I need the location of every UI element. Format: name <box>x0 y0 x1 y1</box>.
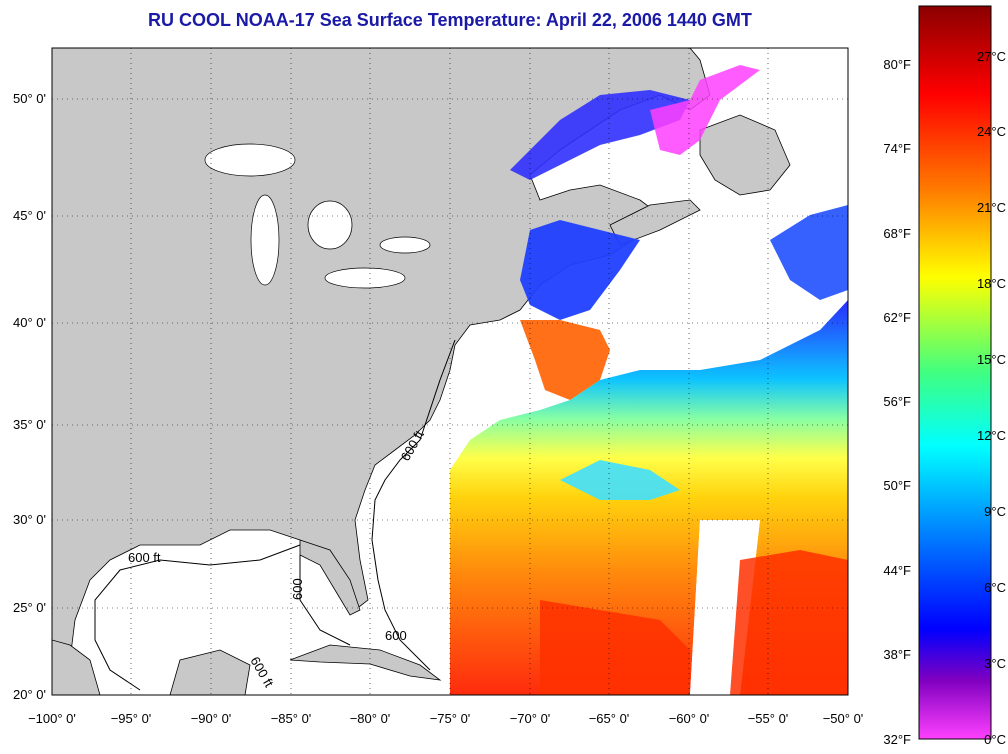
lake-erie <box>324 267 406 289</box>
colorbar-f-label: 68°F <box>883 226 911 241</box>
colorbar-celsius-scale: 27°C 24°C 21°C 18°C 15°C 12°C 9°C 6°C 3°… <box>977 49 1006 747</box>
lon-tick-label: −50° 0' <box>823 711 864 726</box>
lon-tick-label: −55° 0' <box>748 711 789 726</box>
lon-tick-label: −100° 0' <box>28 711 76 726</box>
lon-tick-label: −95° 0' <box>111 711 152 726</box>
lat-tick-label: 50° 0' <box>13 91 46 106</box>
colorbar <box>918 5 992 740</box>
colorbar-c-label: 27°C <box>977 49 1006 64</box>
colorbar-c-label: 6°C <box>984 580 1006 595</box>
colorbar-c-label: 9°C <box>984 504 1006 519</box>
colorbar-f-label: 80°F <box>883 57 911 72</box>
lat-tick-label: 45° 0' <box>13 208 46 223</box>
colorbar-f-label: 32°F <box>883 732 911 747</box>
lat-tick-label: 25° 0' <box>13 600 46 615</box>
lake-huron <box>307 200 353 250</box>
colorbar-c-label: 15°C <box>977 352 1006 367</box>
lon-tick-label: −75° 0' <box>430 711 471 726</box>
contour-label: 600 <box>290 578 305 600</box>
isobath-600ft-florida <box>299 555 351 646</box>
colorbar-fahrenheit-scale: 80°F 74°F 68°F 62°F 56°F 50°F 44°F 38°F … <box>883 57 911 747</box>
contour-label: 600 ft <box>128 550 161 565</box>
lon-tick-label: −85° 0' <box>271 711 312 726</box>
colorbar-f-label: 62°F <box>883 310 911 325</box>
lon-tick-label: −65° 0' <box>589 711 630 726</box>
colorbar-f-label: 50°F <box>883 478 911 493</box>
map-frame <box>51 47 849 696</box>
land-yucatan <box>169 649 251 695</box>
isobath-600ft-atlantic <box>371 339 456 671</box>
lake-ontario <box>379 236 431 254</box>
colorbar-c-label: 12°C <box>977 428 1006 443</box>
land-newfoundland <box>699 114 791 196</box>
land-cuba <box>289 644 442 681</box>
colorbar-f-label: 38°F <box>883 647 911 662</box>
colorbar-c-label: 0°C <box>984 732 1006 747</box>
lon-tick-label: −90° 0' <box>191 711 232 726</box>
lat-axis: 20° 0' 25° 0' 30° 0' 35° 0' 40° 0' 45° 0… <box>13 91 46 702</box>
lat-tick-label: 30° 0' <box>13 512 46 527</box>
land-mexico <box>52 639 101 695</box>
lake-superior <box>204 143 296 177</box>
sst-data-layer <box>450 65 848 695</box>
lat-tick-label: 20° 0' <box>13 687 46 702</box>
lon-tick-label: −60° 0' <box>669 711 710 726</box>
lon-tick-label: −80° 0' <box>350 711 391 726</box>
map-title: RU COOL NOAA-17 Sea Surface Temperature:… <box>148 10 752 30</box>
colorbar-f-label: 44°F <box>883 563 911 578</box>
colorbar-c-label: 3°C <box>984 656 1006 671</box>
lon-axis: −100° 0' −95° 0' −90° 0' −85° 0' −80° 0'… <box>28 711 863 726</box>
isobath-600ft-gulf <box>94 544 301 691</box>
colorbar-f-label: 56°F <box>883 394 911 409</box>
lon-tick-label: −70° 0' <box>510 711 551 726</box>
colorbar-c-label: 18°C <box>977 276 1006 291</box>
colorbar-c-label: 24°C <box>977 124 1006 139</box>
lake-michigan <box>250 194 280 286</box>
lat-tick-label: 35° 0' <box>13 417 46 432</box>
contour-label: 600 <box>385 628 407 643</box>
lat-tick-label: 40° 0' <box>13 315 46 330</box>
colorbar-f-label: 74°F <box>883 141 911 156</box>
colorbar-c-label: 21°C <box>977 200 1006 215</box>
land-florida <box>299 539 361 616</box>
